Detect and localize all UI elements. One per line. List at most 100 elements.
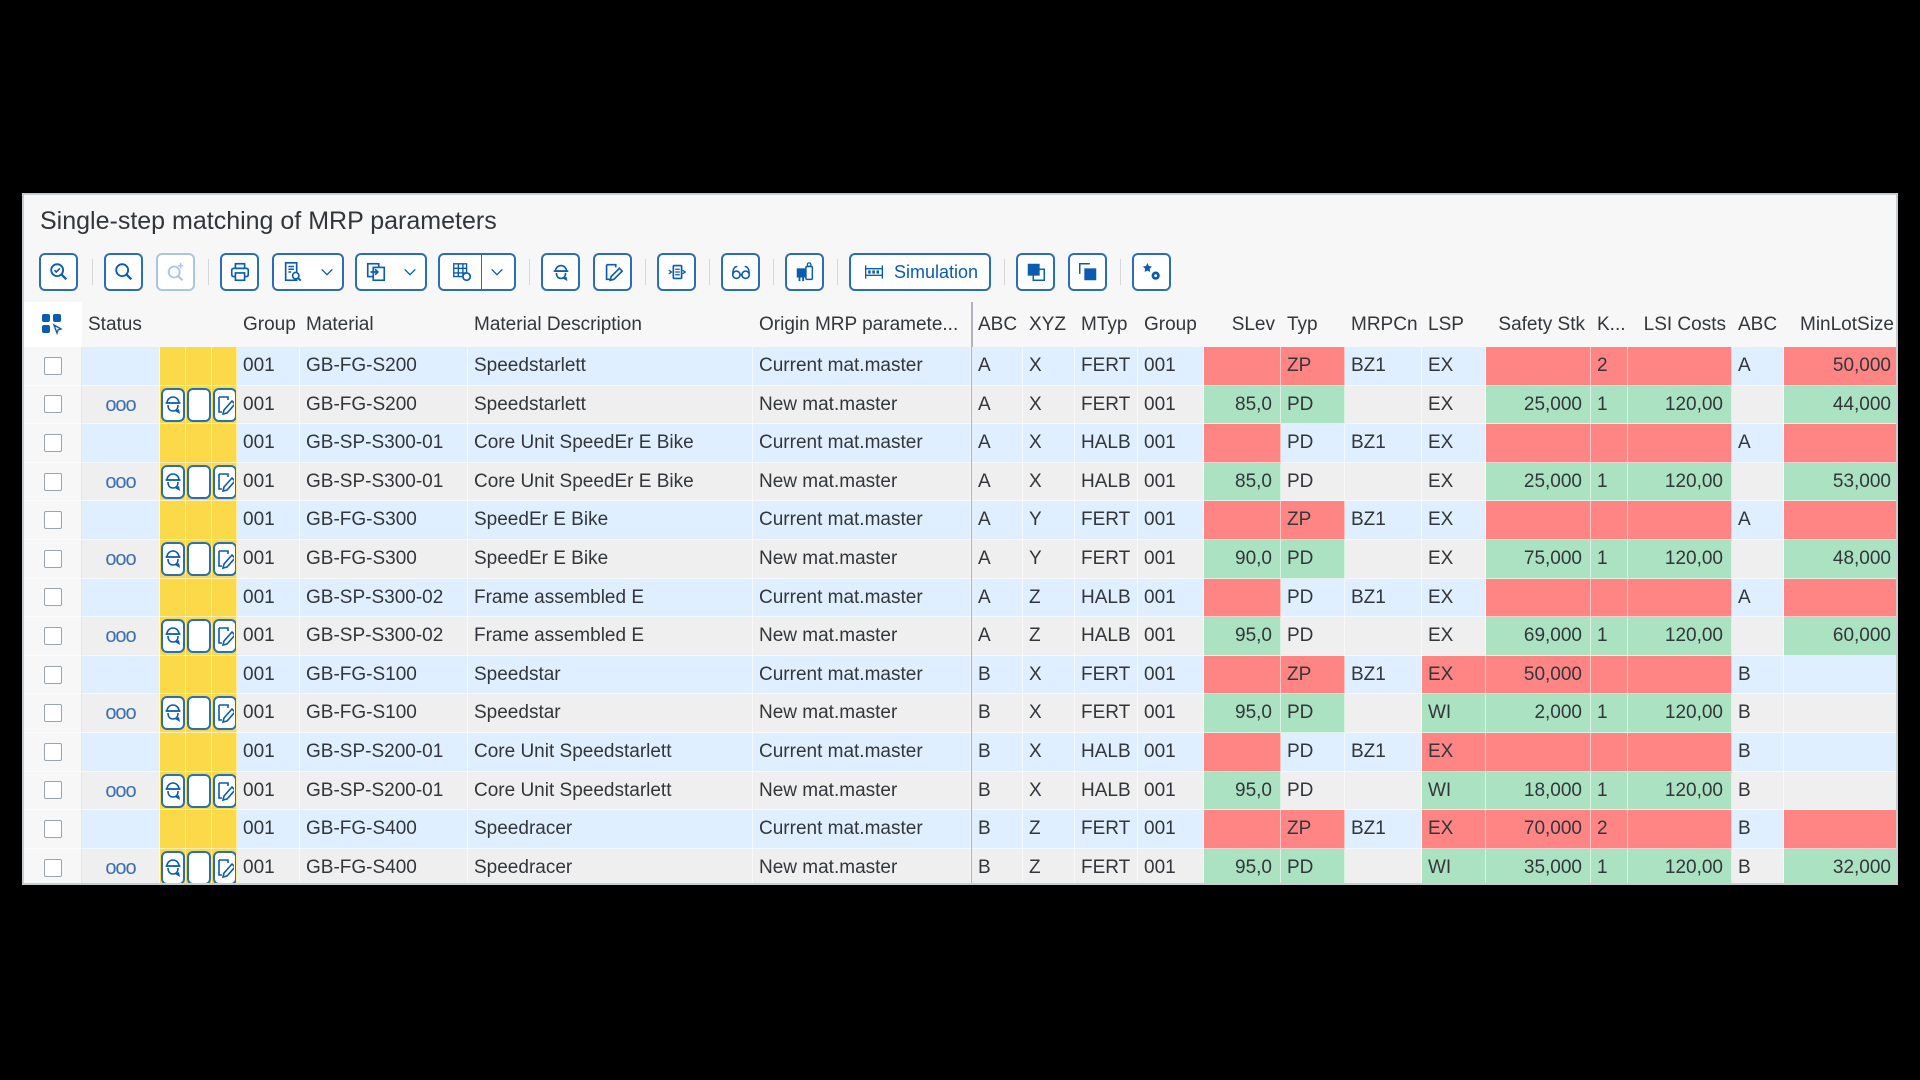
column-header-xyz[interactable]: XYZ xyxy=(1029,314,1066,335)
column-header-i1[interactable] xyxy=(160,302,186,347)
row-checkbox[interactable] xyxy=(43,588,62,607)
cell-i2[interactable] xyxy=(186,617,212,656)
cell-i1[interactable] xyxy=(160,694,186,733)
cell-i3[interactable] xyxy=(212,694,237,733)
assign-worker-button[interactable] xyxy=(161,773,185,808)
search-button[interactable] xyxy=(104,253,143,291)
table-row[interactable]: ooo 001 GB-FG-S300 SpeedEr E Bike New mat.ma… xyxy=(24,540,1896,579)
cell-i3[interactable] xyxy=(212,540,237,579)
row-checkbox[interactable] xyxy=(43,549,62,568)
cell-i1[interactable] xyxy=(160,617,186,656)
simulation-button[interactable]: Simulation xyxy=(849,253,991,291)
table-row[interactable]: 001 GB-FG-S100 Speedstar Current mat.master… xyxy=(24,655,1896,695)
column-header-abc[interactable]: ABC xyxy=(978,314,1018,335)
cell-sel[interactable] xyxy=(24,810,82,849)
table-row[interactable]: ooo 001 GB-SP-S300-01 Core Unit SpeedEr E B… xyxy=(24,462,1896,502)
cell-sel[interactable] xyxy=(24,771,82,811)
bring-front-button[interactable] xyxy=(1016,253,1055,291)
worker-button[interactable] xyxy=(541,253,580,291)
cell-sel[interactable] xyxy=(24,655,82,695)
transfer-button[interactable] xyxy=(657,253,696,291)
table-row[interactable]: ooo 001 GB-SP-S200-01 Core Unit Speedstarle… xyxy=(24,771,1896,811)
edit-row-button[interactable] xyxy=(213,542,236,576)
row-checkbox[interactable] xyxy=(43,356,62,375)
column-header-lsi[interactable]: LSI Costs xyxy=(1643,314,1726,335)
column-header-mrpcn[interactable]: MRPCn xyxy=(1351,314,1418,335)
cell-sel[interactable] xyxy=(24,733,82,772)
edit-row-button[interactable] xyxy=(213,850,236,883)
row-checkbox[interactable] xyxy=(43,665,62,684)
cell-i3[interactable] xyxy=(212,848,237,883)
cell-sel[interactable] xyxy=(24,694,82,733)
check-button[interactable] xyxy=(39,253,78,291)
row-checkbox[interactable] xyxy=(43,704,62,723)
row-checkbox[interactable] xyxy=(43,742,62,761)
column-header-i2[interactable] xyxy=(186,302,212,347)
cell-i1[interactable] xyxy=(160,771,186,811)
cell-i3[interactable] xyxy=(212,385,237,425)
row-checkbox[interactable] xyxy=(43,626,62,645)
cell-i1[interactable] xyxy=(160,540,186,579)
table-row[interactable]: 001 GB-SP-S300-01 Core Unit SpeedEr E Bike… xyxy=(24,424,1896,463)
search-next-button[interactable] xyxy=(156,253,195,291)
cell-i2[interactable] xyxy=(186,694,212,733)
edit-row-button[interactable] xyxy=(213,696,236,731)
blank-action-button[interactable] xyxy=(187,387,211,422)
assign-worker-button[interactable] xyxy=(161,696,185,731)
edit-row-button[interactable] xyxy=(213,464,236,499)
assign-worker-button[interactable] xyxy=(161,464,185,499)
column-header-minlot[interactable]: MinLotSize xyxy=(1800,314,1894,335)
cell-i1[interactable] xyxy=(160,462,186,502)
print-button[interactable] xyxy=(220,253,259,291)
table-row[interactable]: ooo 001 GB-FG-S200 Speedstarlett New mat.mas… xyxy=(24,385,1896,425)
cell-sel[interactable] xyxy=(24,385,82,425)
table-row[interactable]: 001 GB-FG-S300 SpeedEr E Bike Current mat.m… xyxy=(24,501,1896,540)
column-header-i3[interactable] xyxy=(212,302,237,347)
assign-worker-button[interactable] xyxy=(161,850,185,883)
cell-sel[interactable] xyxy=(24,347,82,386)
cell-i1[interactable] xyxy=(160,848,186,883)
column-header-safety[interactable]: Safety Stk xyxy=(1498,314,1585,335)
column-header-sel[interactable] xyxy=(24,302,82,347)
cell-sel[interactable] xyxy=(24,501,82,540)
export-menu[interactable] xyxy=(355,253,427,291)
cell-i2[interactable] xyxy=(186,771,212,811)
column-header-k[interactable]: K... xyxy=(1597,314,1626,335)
settings-button[interactable] xyxy=(1132,253,1171,291)
column-header-desc[interactable]: Material Description xyxy=(474,314,642,335)
column-header-group2[interactable]: Group xyxy=(1144,314,1197,335)
cell-sel[interactable] xyxy=(24,540,82,579)
cell-i3[interactable] xyxy=(212,771,237,811)
table-row[interactable]: ooo 001 GB-FG-S400 Speedracer New mat.master… xyxy=(24,848,1896,883)
assign-worker-button[interactable] xyxy=(161,387,185,422)
column-header-lsp[interactable]: LSP xyxy=(1428,314,1464,335)
row-checkbox[interactable] xyxy=(43,858,62,877)
assign-button[interactable] xyxy=(785,253,824,291)
column-header-origin[interactable]: Origin MRP paramete... xyxy=(759,314,959,335)
edit-row-button[interactable] xyxy=(213,773,236,808)
display-button[interactable] xyxy=(721,253,760,291)
column-header-slev[interactable]: SLev xyxy=(1231,314,1275,335)
column-header-group[interactable]: Group xyxy=(243,314,296,335)
column-header-mtyp[interactable]: MTyp xyxy=(1081,314,1128,335)
table-row[interactable]: 001 GB-FG-S200 Speedstarlett Current mat.ma… xyxy=(24,347,1896,386)
table-row[interactable]: ooo 001 GB-FG-S100 Speedstar New mat.master B… xyxy=(24,694,1896,733)
row-checkbox[interactable] xyxy=(43,511,62,530)
column-header-abc2[interactable]: ABC xyxy=(1738,314,1778,335)
row-checkbox[interactable] xyxy=(43,395,62,414)
select-all-icon[interactable] xyxy=(40,312,64,336)
row-checkbox[interactable] xyxy=(43,819,62,838)
cell-i2[interactable] xyxy=(186,462,212,502)
row-checkbox[interactable] xyxy=(43,472,62,491)
cell-sel[interactable] xyxy=(24,617,82,656)
assign-worker-button[interactable] xyxy=(161,542,185,576)
column-header-status[interactable]: Status xyxy=(88,314,142,335)
table-row[interactable]: 001 GB-FG-S400 Speedracer Current mat.maste… xyxy=(24,810,1896,849)
row-checkbox[interactable] xyxy=(43,433,62,452)
cell-i2[interactable] xyxy=(186,848,212,883)
layout-menu[interactable] xyxy=(438,253,516,291)
column-header-material[interactable]: Material xyxy=(306,314,374,335)
table-row[interactable]: ooo 001 GB-SP-S300-02 Frame assembled E New … xyxy=(24,617,1896,656)
assign-worker-button[interactable] xyxy=(161,619,185,654)
cell-sel[interactable] xyxy=(24,578,82,618)
